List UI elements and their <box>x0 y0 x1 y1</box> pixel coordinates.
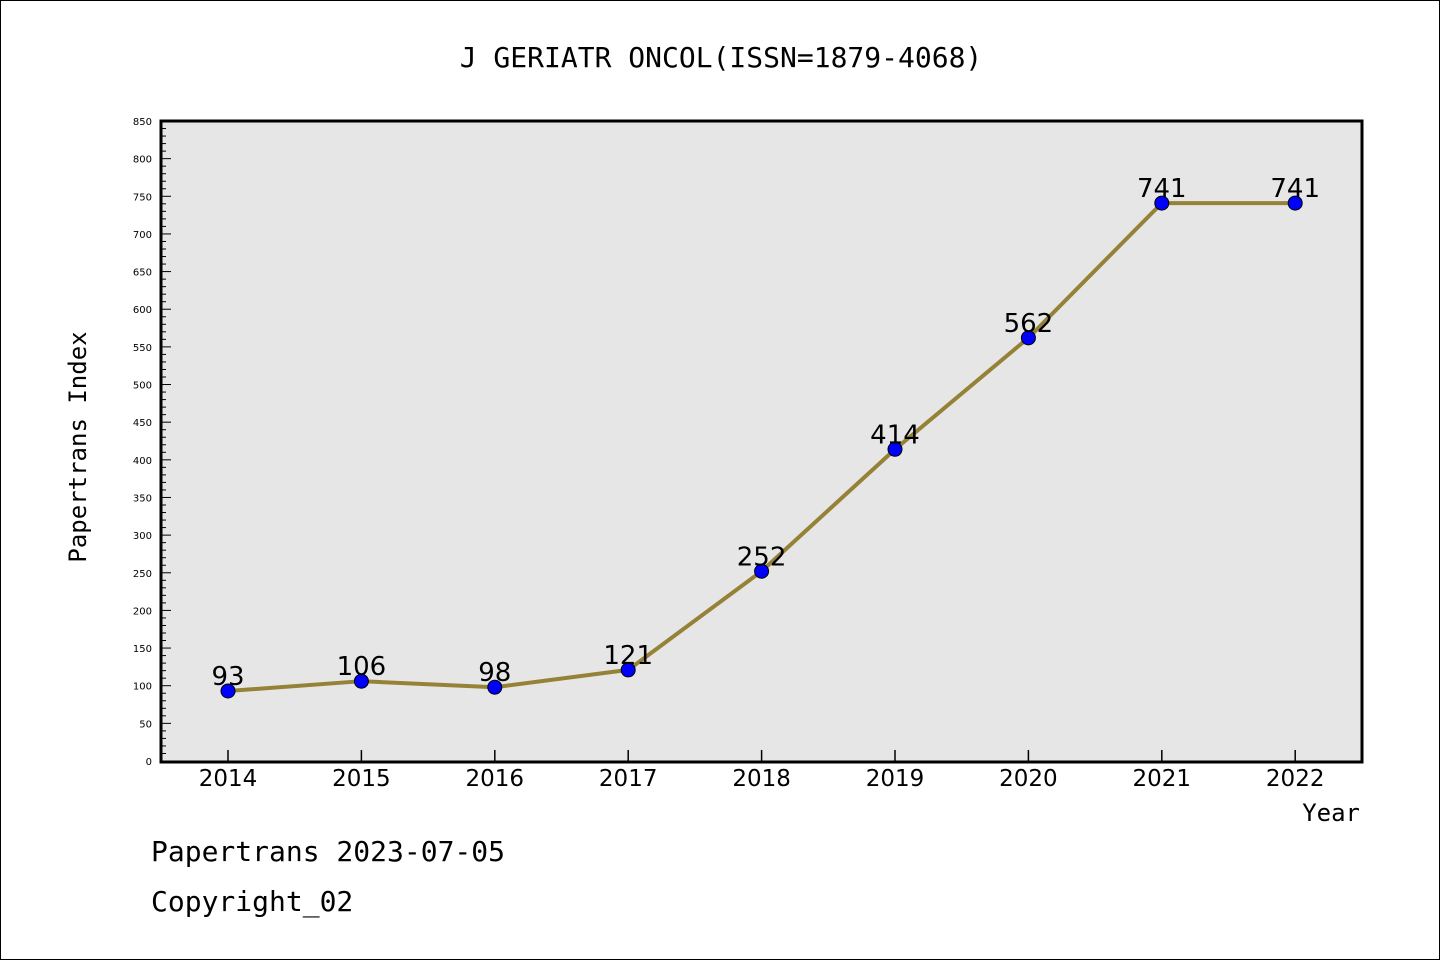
data-point <box>887 441 903 457</box>
data-label: 121 <box>603 641 653 671</box>
data-label: 562 <box>1004 309 1054 339</box>
y-tick-label: 550 <box>133 343 152 354</box>
x-tick-label: 2019 <box>866 766 925 792</box>
y-tick-label: 700 <box>133 230 152 241</box>
x-tick-label: 2020 <box>999 766 1058 792</box>
y-tick-label: 300 <box>133 531 152 542</box>
data-point <box>1287 195 1303 211</box>
data-label: 98 <box>478 658 511 688</box>
y-tick-label: 150 <box>133 644 152 655</box>
data-point <box>1154 195 1170 211</box>
y-axis: 0 50 100 150 200 250 300 350 400 450 500 550 600 650 7… <box>133 117 171 768</box>
x-tick-label: 2021 <box>1133 766 1192 792</box>
x-tick-label: 2018 <box>732 766 791 792</box>
y-tick-label: 600 <box>133 305 152 316</box>
data-point <box>487 679 503 695</box>
footer-date: Papertrans 2023-07-05 <box>151 835 506 868</box>
footer-copyright: Copyright_02 <box>151 885 354 918</box>
x-tick-label: 2017 <box>599 766 658 792</box>
y-tick-label: 50 <box>139 719 152 730</box>
y-tick-label: 400 <box>133 456 152 467</box>
y-tick-label: 450 <box>133 418 152 429</box>
y-tick-label: 250 <box>133 569 152 580</box>
y-tick-label: 500 <box>133 381 152 392</box>
series-layer: 93 106 98 121 252 414 562 741 741 <box>211 174 1320 699</box>
y-tick-label: 100 <box>133 682 152 693</box>
y-tick-label: 350 <box>133 493 152 504</box>
data-label: 252 <box>737 542 787 572</box>
x-axis-title: Year <box>1302 799 1360 827</box>
x-tick-label: 2016 <box>466 766 525 792</box>
y-tick-label: 800 <box>133 155 152 166</box>
x-tick-label: 2022 <box>1266 766 1325 792</box>
data-label: 93 <box>211 662 244 692</box>
y-tick-label: 850 <box>133 117 152 128</box>
y-tick-label: 650 <box>133 268 152 279</box>
data-label: 106 <box>337 652 387 682</box>
data-point <box>754 563 770 579</box>
y-axis-title: Papertrans Index <box>64 331 92 562</box>
data-label: 414 <box>870 420 920 450</box>
data-label: 741 <box>1270 174 1320 204</box>
x-tick-label: 2015 <box>332 766 391 792</box>
y-tick-label: 750 <box>133 192 152 203</box>
data-label: 741 <box>1137 174 1187 204</box>
data-point <box>353 673 369 689</box>
y-tick-label: 0 <box>146 757 152 768</box>
x-tick-label: 2014 <box>199 766 258 792</box>
data-point <box>220 683 236 699</box>
data-point <box>1020 330 1036 346</box>
y-tick-label: 200 <box>133 606 152 617</box>
data-point <box>620 662 636 678</box>
plot-area <box>159 119 1364 764</box>
x-axis: 2014 2015 2016 2017 2018 2019 2020 2021 2022 <box>199 750 1325 792</box>
chart-title: J GERIATR ONCOL(ISSN=1879-4068) <box>460 41 983 74</box>
